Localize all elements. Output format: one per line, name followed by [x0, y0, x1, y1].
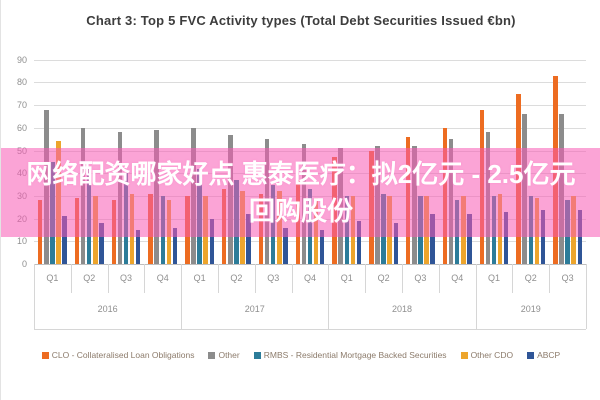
bar-series-4 — [283, 227, 288, 264]
legend-item: Other — [208, 350, 240, 360]
bar-series-4 — [430, 214, 435, 264]
overlay-banner: 网络配资哪家好点 惠泰医疗：拟2亿元 - 2.5亿元 回购股份 — [1, 148, 600, 237]
quarter-cell-label: Q4 — [156, 273, 169, 283]
legend-item-label: CLO - Collateralised Loan Obligations — [51, 350, 195, 360]
bar-series-4 — [393, 223, 399, 264]
quarter-cell-label: Q1 — [193, 273, 206, 283]
bar-series-4 — [135, 229, 141, 264]
quarter-separator — [402, 264, 403, 293]
legend: CLO - Collateralised Loan Obligations Oth… — [1, 350, 600, 360]
gridline — [34, 82, 586, 84]
bar-series-4 — [503, 211, 509, 264]
bar-series-4 — [467, 214, 472, 264]
year-separator — [475, 264, 477, 329]
year-separator — [34, 264, 35, 329]
quarter-cell-label: Q4 — [451, 273, 464, 283]
year-separator — [181, 264, 183, 329]
quarter-cell-label: Q1 — [487, 273, 500, 283]
year-cell-label: 2016 — [97, 304, 118, 314]
quarter-cell-label: Q1 — [340, 273, 353, 283]
quarter-cell-label: Q2 — [83, 273, 96, 283]
axis-bottom-line — [34, 329, 586, 330]
quarter-cell-label: Q3 — [414, 273, 427, 283]
legend-item-label: ABCP — [537, 350, 561, 360]
legend-item: ABCP — [527, 350, 560, 360]
y-axis-tick-label: 70 — [16, 100, 27, 111]
quarter-separator — [144, 264, 146, 293]
y-axis-tick-label: 90 — [16, 54, 27, 65]
legend-swatch-icon — [253, 351, 261, 359]
overlay-text-line1: 网络配资哪家好点 惠泰医疗：拟2亿元 - 2.5亿元 — [26, 158, 576, 189]
legend-item-label: Other — [218, 350, 240, 360]
year-separator — [328, 264, 330, 329]
bar-series-4 — [172, 227, 178, 264]
year-cell-label: 2017 — [244, 304, 265, 314]
quarter-separator — [291, 264, 293, 293]
quarter-cell-label: Q2 — [524, 273, 537, 283]
bar-series-4 — [356, 220, 362, 264]
quarter-separator — [70, 264, 72, 293]
bar-series-4 — [99, 223, 104, 264]
y-axis-tick-label: 80 — [16, 77, 27, 88]
quarter-cell-label: Q3 — [561, 273, 574, 283]
quarter-separator — [438, 264, 440, 293]
legend-swatch-icon — [460, 351, 468, 359]
quarter-cell-label: Q2 — [377, 273, 390, 283]
x-axis-line — [34, 264, 586, 265]
year-separator — [586, 264, 587, 329]
chart-title: Chart 3: Top 5 FVC Activity types (Total… — [86, 13, 516, 28]
quarter-separator — [512, 264, 514, 293]
quarter-cell-label: Q2 — [230, 273, 243, 283]
bar-series-4 — [246, 214, 251, 264]
bar-series-4 — [62, 216, 67, 264]
quarter-separator — [107, 264, 109, 293]
year-cell-label: 2018 — [391, 304, 412, 314]
quarter-cell-label: Q4 — [303, 273, 316, 283]
quarter-separator — [365, 264, 367, 293]
gridline — [34, 127, 586, 129]
overlay-text-line2: 回购股份 — [248, 195, 353, 226]
quarter-separator — [254, 264, 256, 293]
y-axis-tick-label: 60 — [16, 122, 27, 133]
legend-item: RMBS - Residential Mortgage Backed Secur… — [253, 350, 447, 360]
bar-series-4 — [209, 218, 215, 264]
legend-item: Other CDO — [460, 350, 514, 360]
quarter-separator — [218, 264, 219, 293]
bar-series-4 — [319, 229, 325, 264]
quarter-cell-label: Q1 — [46, 273, 59, 283]
legend-swatch-icon — [527, 351, 535, 359]
gridline — [34, 105, 586, 107]
legend-swatch-icon — [41, 351, 49, 359]
quarter-cell-label: Q3 — [267, 273, 280, 283]
legend-swatch-icon — [208, 351, 216, 359]
year-cell-label: 2019 — [520, 304, 541, 314]
quarter-separator — [549, 264, 551, 293]
y-axis-tick-label: 0 — [21, 259, 27, 269]
legend-item-label: RMBS - Residential Mortgage Backed Secur… — [263, 350, 447, 360]
y-axis-tick-label: 10 — [16, 236, 27, 247]
legend-item-label: Other CDO — [470, 350, 514, 360]
quarter-cell-label: Q3 — [119, 273, 132, 283]
gridline — [34, 59, 586, 61]
legend-item: CLO - Collateralised Loan Obligations — [41, 350, 195, 360]
